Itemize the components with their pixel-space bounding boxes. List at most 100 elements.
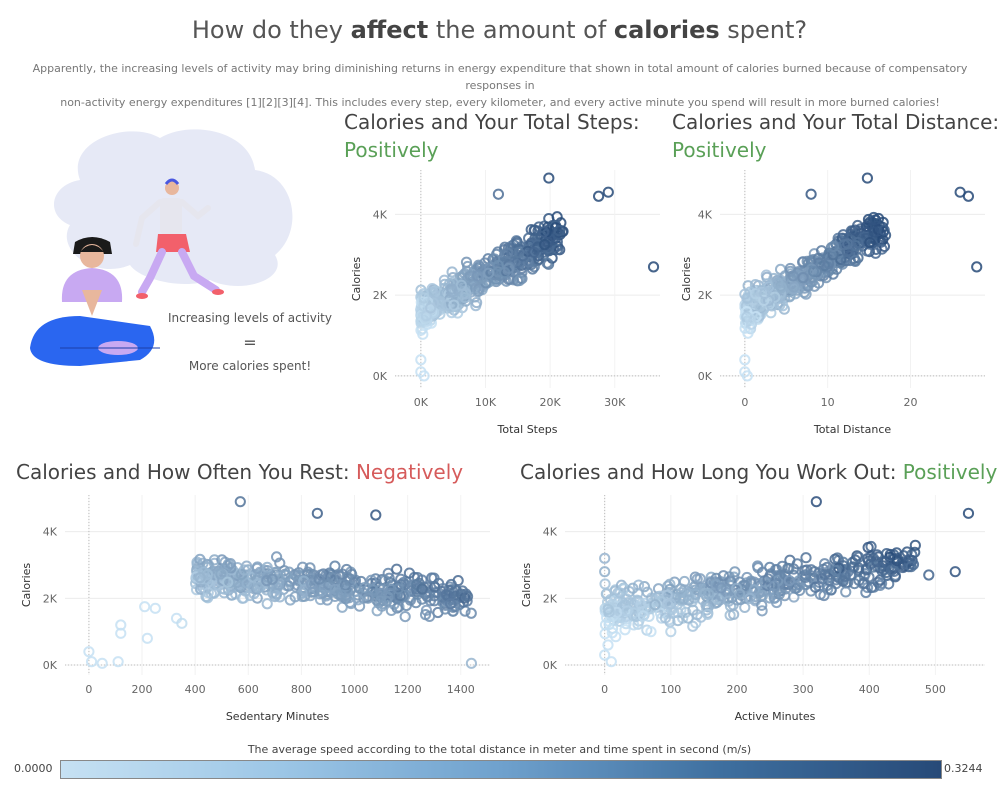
data-point[interactable] [774,263,787,275]
data-point[interactable] [619,599,632,611]
data-point[interactable] [370,509,382,521]
data-point[interactable] [403,567,416,579]
data-point[interactable] [313,573,325,585]
data-point[interactable] [647,261,660,273]
data-point[interactable] [141,632,153,644]
data-point[interactable] [420,604,433,616]
data-point[interactable] [868,226,880,238]
data-point[interactable] [538,226,550,238]
data-point[interactable] [689,571,701,583]
data-point[interactable] [702,608,714,621]
data-point[interactable] [805,570,817,582]
data-point[interactable] [592,190,605,202]
data-point[interactable] [664,598,677,610]
data-point[interactable] [819,558,831,570]
data-point[interactable] [773,588,785,600]
data-point[interactable] [871,556,883,568]
data-point[interactable] [115,627,127,639]
data-point[interactable] [326,572,338,584]
data-point[interactable] [905,561,917,573]
data-point[interactable] [473,259,485,271]
data-point[interactable] [739,354,751,366]
data-point[interactable] [682,590,694,602]
data-point[interactable] [632,579,645,591]
data-point[interactable] [664,583,676,595]
data-point[interactable] [840,586,852,598]
data-point[interactable] [810,496,822,508]
data-point[interactable] [384,577,397,589]
data-point[interactable] [226,589,238,601]
data-point[interactable] [742,327,754,339]
data-point[interactable] [379,574,391,587]
data-point[interactable] [266,573,278,585]
data-point[interactable] [602,603,614,616]
data-point[interactable] [808,265,820,278]
data-point[interactable] [601,587,613,600]
data-point[interactable] [830,565,842,577]
data-point[interactable] [234,496,246,508]
data-point[interactable] [528,246,540,258]
data-point[interactable] [874,574,886,586]
data-point[interactable] [619,624,631,636]
data-point[interactable] [399,610,411,623]
data-point[interactable] [418,370,430,382]
data-point[interactable] [261,598,273,610]
data-point[interactable] [971,261,983,273]
data-point[interactable] [415,354,427,366]
data-point[interactable] [659,612,672,624]
data-point[interactable] [860,220,873,232]
data-point[interactable] [224,557,237,570]
data-point[interactable] [641,586,653,598]
data-point[interactable] [797,272,809,284]
data-point[interactable] [602,186,614,198]
data-point[interactable] [697,594,709,606]
data-point[interactable] [703,588,715,600]
data-point[interactable] [791,558,803,570]
data-point[interactable] [410,583,423,595]
data-point[interactable] [756,605,768,617]
data-point[interactable] [844,569,856,581]
data-point[interactable] [664,578,676,590]
data-point[interactable] [788,281,800,293]
data-point[interactable] [418,292,430,304]
data-point[interactable] [638,581,651,593]
data-point[interactable] [758,294,770,306]
data-point[interactable] [215,568,227,580]
data-point[interactable] [329,583,341,595]
data-point[interactable] [841,246,853,258]
data-point[interactable] [909,546,921,558]
data-point[interactable] [728,608,740,621]
data-point[interactable] [835,253,847,266]
data-point[interactable] [553,225,565,237]
data-point[interactable] [423,610,436,623]
data-point[interactable] [614,587,626,599]
data-point[interactable] [513,247,525,259]
data-point[interactable] [445,283,458,295]
data-point[interactable] [772,277,784,289]
data-point[interactable] [445,578,457,591]
data-point[interactable] [139,601,151,613]
data-point[interactable] [744,313,756,325]
data-point[interactable] [645,626,657,638]
data-point[interactable] [511,236,523,248]
data-point[interactable] [507,247,519,259]
data-point[interactable] [690,588,702,601]
data-point[interactable] [222,576,234,588]
data-point[interactable] [701,604,713,616]
data-point[interactable] [769,291,781,303]
data-point[interactable] [800,569,812,581]
data-point[interactable] [261,571,273,583]
data-point[interactable] [923,569,935,581]
data-point[interactable] [391,563,403,575]
data-point[interactable] [457,272,469,284]
data-point[interactable] [858,577,870,589]
data-point[interactable] [194,572,206,584]
data-point[interactable] [871,549,883,561]
data-point[interactable] [602,639,614,651]
data-point[interactable] [876,243,888,255]
data-point[interactable] [465,607,477,619]
data-point[interactable] [745,318,758,330]
data-point[interactable] [459,292,471,304]
data-point[interactable] [471,296,483,309]
data-point[interactable] [465,657,478,669]
